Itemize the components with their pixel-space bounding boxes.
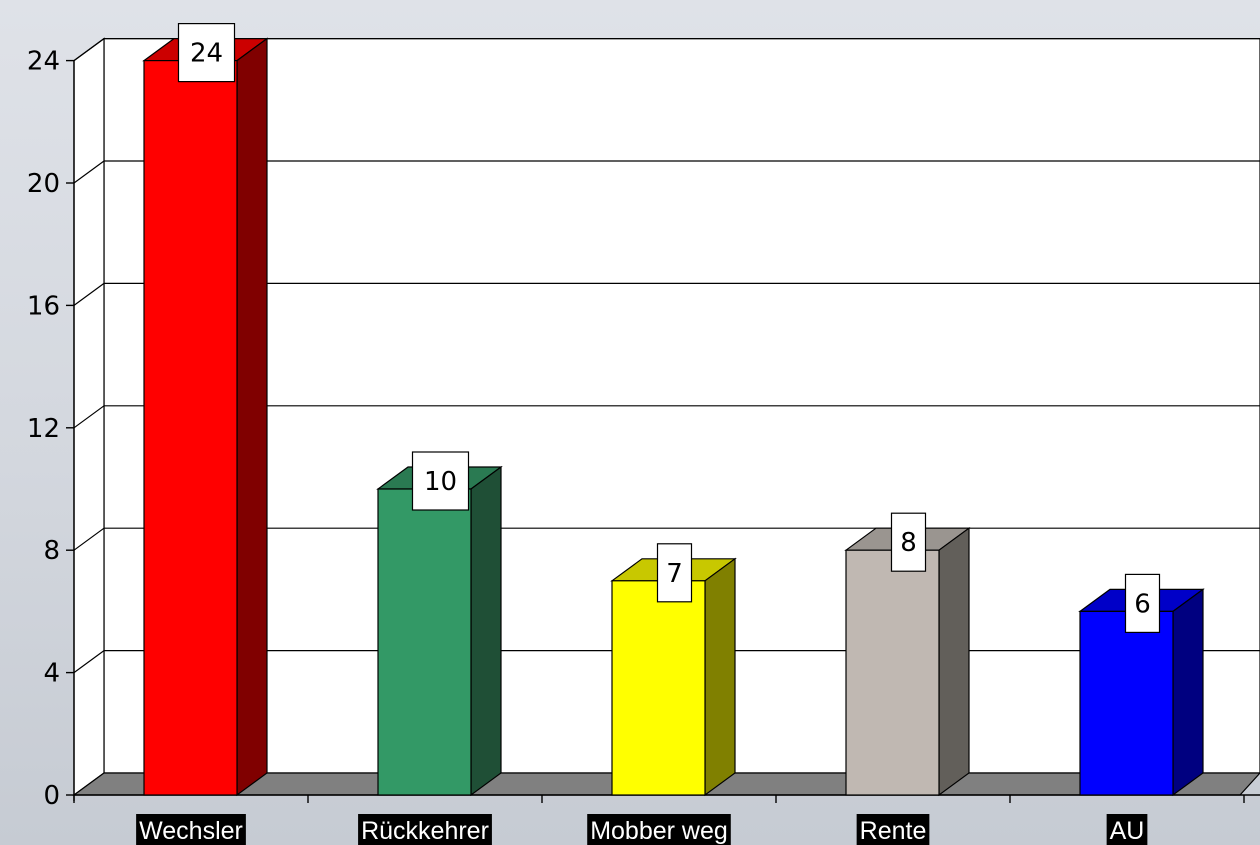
y-tick-label: 16: [27, 291, 60, 321]
x-tick-label-bg: [358, 814, 492, 845]
bar-front: [143, 59, 238, 796]
gridline-side: [73, 38, 105, 62]
x-tick-label-bg: [1106, 814, 1148, 845]
x-tick-label-bg: [136, 814, 246, 845]
bar-front: [1079, 610, 1174, 796]
x-tick-label-bg: [587, 814, 731, 845]
y-tick-label: 20: [27, 169, 60, 199]
bar-side: [1172, 588, 1204, 797]
data-label: 24: [190, 39, 223, 69]
bar-rente: [844, 527, 971, 797]
bar-au: [1078, 588, 1205, 797]
x-tick-label: Mobber weg: [590, 817, 728, 845]
x-tick-label-bg: [856, 814, 930, 845]
data-label-box: [890, 512, 927, 572]
bar-side: [938, 527, 970, 797]
bar-side: [704, 557, 736, 797]
data-label-box: [656, 543, 693, 603]
bar-r-ckkehrer: [376, 465, 503, 797]
bar-side: [236, 37, 268, 797]
bar-front: [611, 580, 706, 796]
x-tick-label: Rente: [860, 817, 927, 845]
gridline-side: [73, 527, 105, 551]
gridline-side: [73, 160, 105, 184]
data-label-box: [411, 451, 470, 511]
bar-side: [470, 465, 502, 797]
y-tick-label: 12: [27, 414, 60, 444]
y-tick-label: 0: [43, 781, 60, 811]
data-label: 10: [424, 467, 457, 497]
y-tick-label: 24: [27, 47, 60, 77]
data-label: 7: [666, 559, 683, 589]
data-label: 8: [900, 528, 917, 558]
data-label-box: [1124, 573, 1161, 634]
bar-front: [845, 549, 940, 796]
x-tick-label: Wechsler: [139, 817, 243, 845]
data-label: 6: [1134, 589, 1151, 619]
x-tick-label: AU: [1110, 817, 1145, 845]
y-tick-label: 8: [43, 536, 60, 566]
gridline-side: [73, 405, 105, 429]
gridline-side: [73, 282, 105, 306]
y-tick-label: 4: [43, 659, 60, 689]
bar-wechsler: [142, 37, 269, 797]
data-label-box: [177, 23, 236, 83]
x-tick-label: Rückkehrer: [361, 817, 489, 845]
gridline-side: [73, 650, 105, 674]
bar-front: [377, 488, 472, 796]
